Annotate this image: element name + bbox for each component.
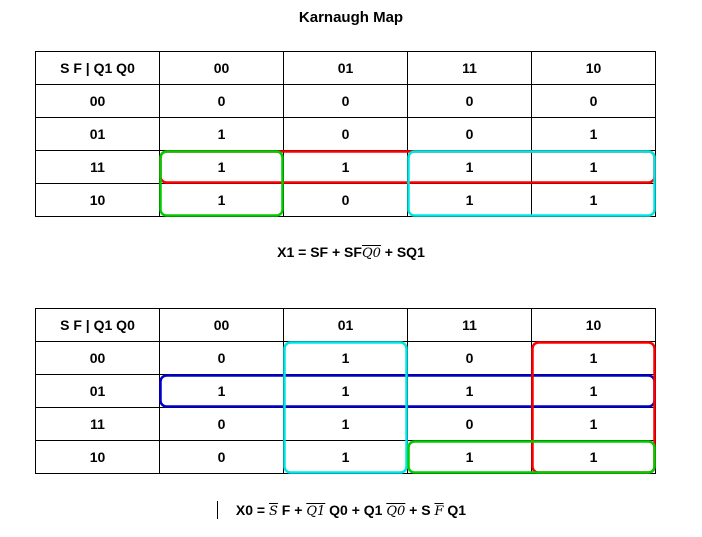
row-header: 01 [35,117,160,151]
map-cell: 1 [531,150,656,184]
equation-text: X1 = SF + SF [277,244,362,260]
map-cell: 1 [283,150,408,184]
table-row: 10 1 0 1 1 [35,183,656,217]
karnaugh-map-x1: S F | Q1 Q0 00 01 11 10 00 0 0 0 0 01 1 … [35,51,656,217]
column-header: 01 [283,51,408,85]
map-cell: 0 [407,117,532,151]
equation-x1: X1 = SF + SFQ0 + SQ1 [0,244,702,261]
corner-header: S F | Q1 Q0 [35,308,160,342]
equation-text: X0 = [235,502,269,518]
map-cell: 1 [531,117,656,151]
table-row: 11 0 1 0 1 [35,407,656,441]
row-header: 11 [35,407,160,441]
table-row: 01 1 0 0 1 [35,117,656,151]
map-cell: 0 [159,440,284,474]
map-cell: 0 [531,84,656,118]
column-header: 10 [531,308,656,342]
map-cell: 1 [283,407,408,441]
map-cell: 1 [531,374,656,408]
equation-text: F + [277,502,307,518]
row-header: 00 [35,341,160,375]
equation-text: Q1 [443,502,467,518]
map-cell: 1 [283,440,408,474]
column-header: 01 [283,308,408,342]
corner-header: S F | Q1 Q0 [35,51,160,85]
map-cell: 1 [283,341,408,375]
map-cell: 1 [407,440,532,474]
column-header: 00 [159,51,284,85]
map-cell: 1 [407,150,532,184]
header-row: S F | Q1 Q0 00 01 11 10 [35,51,656,85]
equation-text: Q0 + Q1 [325,502,387,518]
overlined-term: Q1 [306,504,326,519]
equation-x0: X0 = S F + Q1 Q0 + Q1 Q0 + S F Q1 [0,502,702,519]
table-row: 10 0 1 1 1 [35,440,656,474]
overlined-term: Q0 [386,504,406,519]
map-cell: 1 [531,407,656,441]
header-row: S F | Q1 Q0 00 01 11 10 [35,308,656,342]
row-header: 00 [35,84,160,118]
page-title: Karnaugh Map [298,9,404,26]
map-cell: 0 [283,117,408,151]
equation-text: + SQ1 [380,244,425,260]
row-header: 10 [35,440,160,474]
map-cell: 1 [159,150,284,184]
map-cell: 1 [531,183,656,217]
row-header: 10 [35,183,160,217]
column-header: 11 [407,51,532,85]
row-header: 11 [35,150,160,184]
map-cell: 1 [407,374,532,408]
row-header: 01 [35,374,160,408]
map-cell: 0 [407,84,532,118]
table-row: 00 0 1 0 1 [35,341,656,375]
map-cell: 0 [283,84,408,118]
map-cell: 0 [407,407,532,441]
table-row: 11 1 1 1 1 [35,150,656,184]
map-cell: 1 [159,117,284,151]
map-cell: 0 [159,407,284,441]
table-row: 01 1 1 1 1 [35,374,656,408]
karnaugh-map-x0: S F | Q1 Q0 00 01 11 10 00 0 1 0 1 01 1 … [35,308,656,474]
map-cell: 1 [159,374,284,408]
map-cell: 1 [283,374,408,408]
map-cell: 1 [531,440,656,474]
map-cell: 0 [159,84,284,118]
column-header: 11 [407,308,532,342]
table-row: 00 0 0 0 0 [35,84,656,118]
map-cell: 0 [283,183,408,217]
overlined-term: S [269,504,278,519]
overlined-term: Q0 [361,246,381,261]
map-cell: 1 [531,341,656,375]
overlined-term: F [434,504,444,519]
map-cell: 0 [159,341,284,375]
equation-text: + S [405,502,435,518]
map-cell: 1 [407,183,532,217]
column-header: 10 [531,51,656,85]
column-header: 00 [159,308,284,342]
map-cell: 0 [407,341,532,375]
map-cell: 1 [159,183,284,217]
text-cursor [217,501,218,519]
